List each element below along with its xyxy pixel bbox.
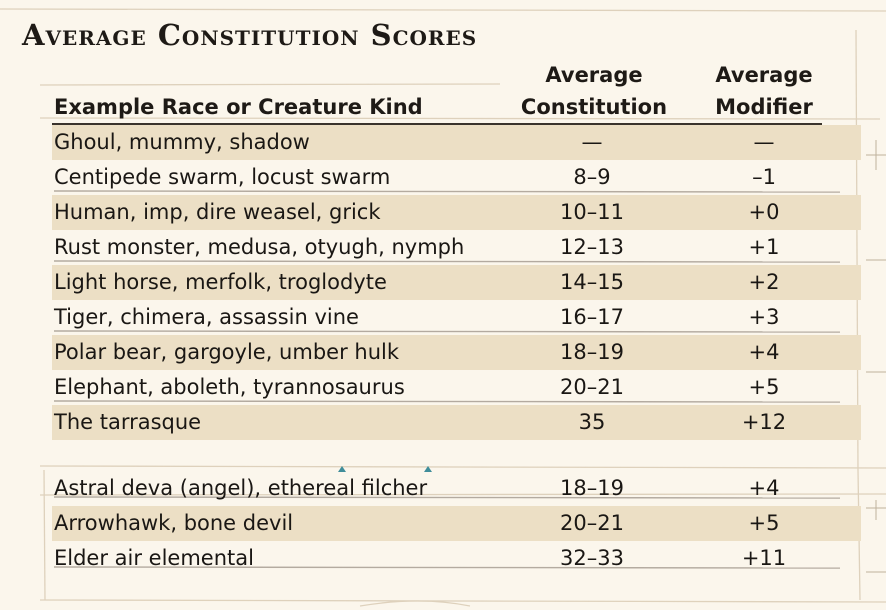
race-cell: Light horse, merfolk, troglodyte [54, 270, 387, 294]
table-row: Elephant, aboleth, tyrannosaurus 20–21 +… [52, 370, 861, 405]
constitution-cell: 8–9 [573, 165, 611, 189]
constitution-cell: 18–19 [560, 476, 624, 500]
table-row: The tarrasque 35 +12 [52, 405, 861, 440]
column-header-constitution-line2: Constitution [520, 95, 668, 119]
header-divider [52, 123, 822, 125]
table-row: Arrowhawk, bone devil 20–21 +5 [52, 506, 861, 541]
modifier-cell: –1 [752, 165, 776, 189]
race-cell: Ghoul, mummy, shadow [54, 130, 310, 154]
modifier-cell: +1 [748, 235, 780, 259]
table-row: Ghoul, mummy, shadow — — [52, 125, 861, 160]
race-cell: Tiger, chimera, assassin vine [54, 305, 359, 329]
column-header-constitution: Average Constitution [519, 59, 669, 123]
table-row: Polar bear, gargoyle, umber hulk 18–19 +… [52, 335, 861, 370]
modifier-cell: +11 [741, 546, 787, 570]
modifier-cell: +5 [748, 511, 780, 535]
modifier-cell: +2 [748, 270, 780, 294]
table-row: Human, imp, dire weasel, grick 10–11 +0 [52, 195, 861, 230]
column-header-race: Example Race or Creature Kind [54, 95, 423, 119]
table-row: Centipede swarm, locust swarm 8–9 –1 [52, 160, 861, 195]
constitution-cell: 10–11 [560, 200, 624, 224]
modifier-cell: — [753, 130, 775, 154]
race-cell: Elder air elemental [54, 546, 254, 570]
column-header-modifier: Average Modifier [708, 59, 820, 123]
table-row: Light horse, merfolk, troglodyte 14–15 +… [52, 265, 861, 300]
column-header-modifier-line2: Modifier [715, 95, 813, 119]
constitution-cell: 20–21 [560, 511, 624, 535]
table-row: Astral deva (angel), ethereal filcher 18… [52, 471, 861, 506]
race-cell: Human, imp, dire weasel, grick [54, 200, 381, 224]
modifier-cell: +12 [741, 410, 787, 434]
race-cell: Elephant, aboleth, tyrannosaurus [54, 375, 405, 399]
modifier-cell: +0 [748, 200, 780, 224]
race-cell: Polar bear, gargoyle, umber hulk [54, 340, 399, 364]
constitution-cell: 14–15 [560, 270, 624, 294]
modifier-cell: +5 [748, 375, 780, 399]
race-cell: The tarrasque [54, 410, 202, 434]
constitution-cell: 20–21 [560, 375, 624, 399]
race-cell: Arrowhawk, bone devil [54, 511, 294, 535]
constitution-cell: 12–13 [560, 235, 624, 259]
race-cell: Rust monster, medusa, otyugh, nymph [54, 235, 465, 259]
table-row: Rust monster, medusa, otyugh, nymph 12–1… [52, 230, 861, 265]
race-cell: Astral deva (angel), ethereal filcher [54, 476, 428, 500]
table-row: Elder air elemental 32–33 +11 [52, 541, 861, 576]
constitution-cell: 32–33 [560, 546, 624, 570]
table-row: Tiger, chimera, assassin vine 16–17 +3 [52, 300, 861, 335]
race-cell: Centipede swarm, locust swarm [54, 165, 391, 189]
constitution-cell: 16–17 [560, 305, 624, 329]
constitution-cell: — [581, 130, 603, 154]
modifier-cell: +4 [748, 340, 780, 364]
table-title: Average Constitution Scores [22, 18, 478, 52]
modifier-cell: +3 [748, 305, 780, 329]
column-header-modifier-line1: Average [715, 63, 813, 87]
modifier-cell: +4 [748, 476, 780, 500]
constitution-cell: 35 [578, 410, 606, 434]
constitution-cell: 18–19 [560, 340, 624, 364]
column-header-constitution-line1: Average [545, 63, 643, 87]
